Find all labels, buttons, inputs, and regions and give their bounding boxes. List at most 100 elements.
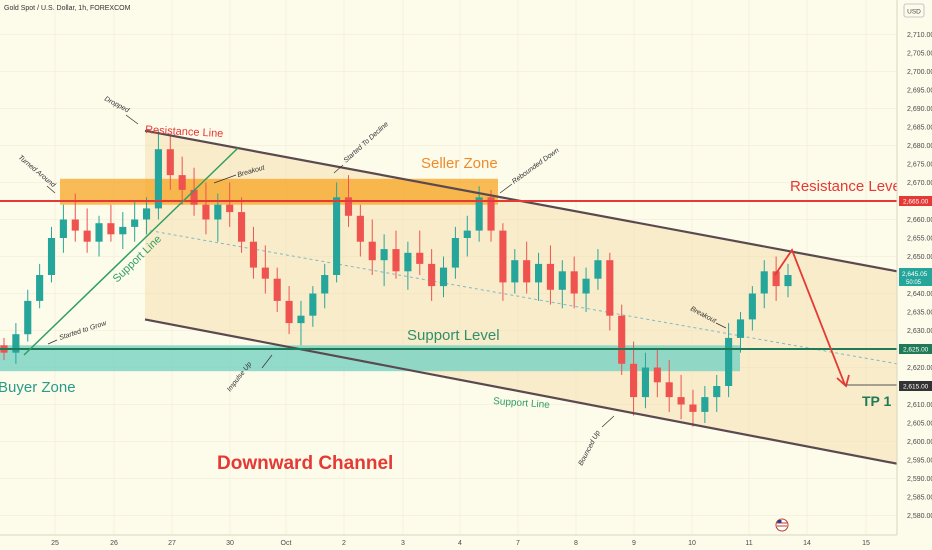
candle-body xyxy=(677,397,685,405)
price-badge xyxy=(899,344,932,354)
candle-body xyxy=(451,238,459,268)
resistance-line-label: Resistance Line xyxy=(145,124,224,140)
candle-body xyxy=(36,275,44,301)
started-to-decline-arrow xyxy=(333,164,344,174)
y-tick-label: 2,630.00 xyxy=(907,328,932,335)
x-tick-label: 11 xyxy=(745,540,752,547)
candle-body xyxy=(297,315,305,324)
candle-body xyxy=(416,252,424,264)
candle-body xyxy=(368,241,376,261)
x-tick-label: 14 xyxy=(803,540,811,547)
candle-body xyxy=(665,382,673,398)
candle-body xyxy=(511,260,519,283)
y-tick-label: 2,590.00 xyxy=(907,476,932,483)
y-tick-label: 2,670.00 xyxy=(907,180,932,187)
countdown-value: 50:05 xyxy=(906,280,922,286)
price-badges: 2,665.00 2,625.00 2,615.00 xyxy=(899,196,932,391)
candle-body xyxy=(606,260,614,316)
price-badge-text: 2,665.00 xyxy=(903,199,929,206)
chart-title: Gold Spot / U.S. Dollar, 1h, FOREXCOM xyxy=(4,5,131,12)
candle-body xyxy=(392,249,400,272)
candle-body xyxy=(344,197,353,216)
candle-body xyxy=(190,189,198,205)
current-price-badge xyxy=(899,268,932,286)
x-tick-label: 26 xyxy=(110,540,118,547)
resistance-level-label: Resistance Level xyxy=(790,178,904,195)
downward-channel-label: Downward Channel xyxy=(217,453,393,474)
candle-body xyxy=(487,197,495,231)
candle-body xyxy=(178,175,186,190)
x-tick-label: 4 xyxy=(458,540,462,547)
annotation-arrows xyxy=(46,114,727,428)
candle-body xyxy=(618,315,626,364)
projection-arrowhead xyxy=(836,374,850,388)
candle-body xyxy=(285,300,293,324)
channel-fill xyxy=(145,130,897,464)
candle-body xyxy=(71,219,79,231)
x-tick-label: 9 xyxy=(632,540,636,547)
candle-body xyxy=(226,204,234,213)
candle-body xyxy=(760,271,768,294)
candle-body xyxy=(523,260,531,283)
candle-body xyxy=(689,404,697,412)
candle-body xyxy=(107,223,115,235)
channel-support-line-label: Support Line xyxy=(493,396,551,411)
candle-body xyxy=(119,226,127,235)
candle-body xyxy=(736,319,745,338)
y-tick-label: 2,680.00 xyxy=(907,143,932,150)
seller-zone-label: Seller Zone xyxy=(421,155,498,172)
y-tick-label: 2,685.00 xyxy=(907,125,932,132)
us-flag-icon xyxy=(775,518,789,532)
candle-body xyxy=(594,260,602,279)
candle-body xyxy=(630,363,638,398)
y-tick-label: 2,585.00 xyxy=(907,495,932,502)
x-tick-label: Oct xyxy=(281,540,292,547)
y-tick-label: 2,710.00 xyxy=(907,32,932,39)
candle-body xyxy=(309,293,317,316)
tp1-label: TP 1 xyxy=(862,393,892,409)
candle-body xyxy=(24,300,32,335)
plot-background xyxy=(0,0,897,535)
x-tick-label: 25 xyxy=(51,540,59,547)
candle-body xyxy=(12,334,20,353)
candle-body xyxy=(321,275,329,294)
price-badge-text: 2,625.00 xyxy=(903,347,929,354)
candle-body xyxy=(166,149,174,176)
rising-support-line xyxy=(23,147,239,356)
buyer-zone-label: Buyer Zone xyxy=(0,379,76,396)
y-tick-label: 2,640.00 xyxy=(907,291,932,298)
candle-body xyxy=(534,263,543,283)
y-tick-label: 2,610.00 xyxy=(907,402,932,409)
y-tick-label: 2,655.00 xyxy=(907,236,932,243)
support-level-label: Support Level xyxy=(407,327,500,344)
y-tick-label: 2,595.00 xyxy=(907,458,932,465)
y-tick-label: 2,600.00 xyxy=(907,439,932,446)
candle-body xyxy=(558,271,566,290)
y-tick-label: 2,700.00 xyxy=(907,69,932,76)
currency-button[interactable] xyxy=(903,3,925,18)
candle-body xyxy=(772,271,780,287)
breakout-1-arrow xyxy=(213,174,237,184)
projection-path xyxy=(774,248,846,386)
x-tick-label: 27 xyxy=(168,540,176,547)
y-tick-label: 2,580.00 xyxy=(907,513,932,520)
started-to-grow-arrow xyxy=(47,339,58,345)
candle-body xyxy=(439,267,448,287)
price-badge-text: 2,615.00 xyxy=(903,384,929,391)
candle-body xyxy=(131,219,139,227)
candle-body xyxy=(582,278,590,294)
x-tick-label: 3 xyxy=(401,540,405,547)
y-tick-label: 2,635.00 xyxy=(907,310,932,317)
candle-body xyxy=(83,230,91,242)
y-tick-label: 2,650.00 xyxy=(907,254,932,261)
candle-body xyxy=(546,263,554,290)
candle-body xyxy=(641,367,650,398)
y-tick-label: 2,620.00 xyxy=(907,365,932,372)
candle-body xyxy=(356,215,364,242)
candle-body xyxy=(59,219,67,238)
candle-body xyxy=(713,386,721,398)
y-tick-label: 2,690.00 xyxy=(907,106,932,113)
candles xyxy=(0,130,792,427)
